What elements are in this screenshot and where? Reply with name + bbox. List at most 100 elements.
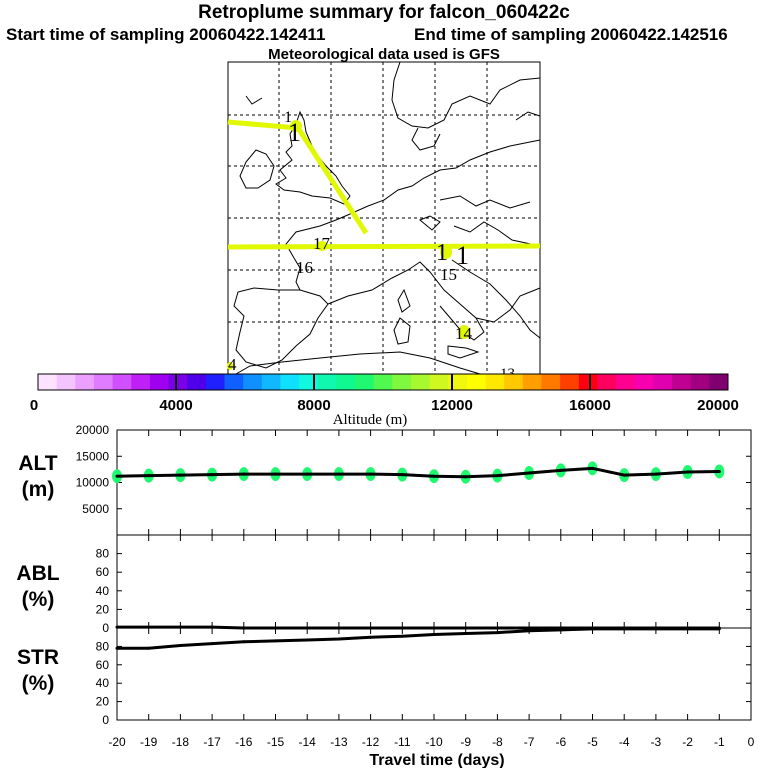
x-tick-label: -9 [460,735,471,749]
colorbar-cell [112,374,132,390]
x-tick-label: -12 [362,735,380,749]
abl-ytick-label: 0 [102,621,109,635]
alt-data-point [274,472,277,476]
colorbar-cell [168,374,188,390]
str-data-point [147,646,151,650]
abl-ytick-label: 20 [96,602,110,616]
colorbar-cell [75,374,95,390]
alt-data-point [559,468,563,472]
colorbar-cell [355,374,375,390]
map-day-labels: 1 1 17 16 1 1 15 14 4 13 [228,109,515,382]
colorbar-cell [317,374,337,390]
alt-data-point [115,474,119,478]
abl-data-point [178,625,182,629]
abl-data-point [147,625,151,629]
map-label-day: 1 [436,240,448,266]
map-label-day: 16 [296,258,313,277]
alt-ytick-label: 5000 [82,502,109,516]
colorbar-cell [280,374,300,390]
meteorological-data-note: Meteorological data used is GFS [268,46,500,63]
alt-data-point [178,473,182,477]
x-tick-label: -20 [108,735,126,749]
x-tick-label: -7 [524,735,535,749]
alt-series-line [116,466,720,479]
colorbar-cell [466,374,487,390]
map-label-day: 15 [440,265,457,284]
map-label-day: 1 [284,109,292,126]
x-tick-label: -14 [299,735,317,749]
abl-ytick-label: 40 [96,584,110,598]
x-tick-label: 0 [748,735,755,749]
colorbar-cell [336,374,356,390]
colorbar-cell [224,374,244,390]
str-data-point [622,627,626,631]
alt-data-point [622,473,626,477]
map-label-day: 4 [228,355,237,374]
x-tick-label: -2 [682,735,693,749]
colorbar-cell [261,374,281,390]
x-tick-label: -4 [619,735,630,749]
map-label-day: 17 [313,234,331,253]
str-data-point [654,627,658,631]
colorbar-cell [448,374,468,390]
alt-data-point [654,472,658,476]
str-data-point [400,634,404,638]
x-axis-label: Travel time (days) [369,752,504,768]
colorbar-title: Altitude (m) [333,412,408,428]
x-tick-label: -10 [425,735,443,749]
colorbar-cell [243,374,263,390]
alt-data-point [305,472,309,476]
colorbar-cell [93,374,114,390]
x-tick-label: -17 [203,735,221,749]
colorbar-tick-label: 16000 [569,397,611,414]
colorbar-tick-label: 4000 [159,397,192,414]
colorbar-tick-label: 0 [30,397,38,414]
colorbar-frame [37,373,729,391]
x-tick-label: -1 [714,735,725,749]
str-ytick-label: 80 [96,639,110,653]
colorbar-cell [149,374,170,390]
str-data-point [527,629,531,633]
colorbar-cell [690,374,710,390]
sampling-start-time: Start time of sampling 20060422.142411 [6,25,326,44]
alt-data-point [432,474,436,478]
colorbar-cell [205,374,225,390]
colorbar-cell [560,374,580,390]
str-data-point [559,628,563,632]
map-panel: 1 1 17 16 1 1 15 14 4 13 [227,61,541,382]
abl-label: ABL [16,562,59,585]
colorbar-cell [56,374,76,390]
alt-data-point [337,472,341,476]
str-ytick-label: 40 [96,676,110,690]
colorbar-cell [653,374,673,390]
colorbar-cell [522,374,543,390]
alt-data-point [527,471,531,475]
alt-data-point [400,473,404,477]
str-data-point [274,639,277,643]
colorbar-cell [634,374,654,390]
colorbar-tick-label: 12000 [431,397,473,414]
colorbar-cell [299,374,319,390]
x-tick-label: -3 [651,735,662,749]
str-series-line [117,627,720,650]
colorbar-cell [541,374,561,390]
x-tick-label: -19 [140,735,158,749]
map-gridlines [228,62,540,374]
str-data-point [464,632,468,636]
str-data-point [305,638,309,642]
abl-data-point [115,625,119,629]
colorbar-cell [672,374,692,390]
alt-ytick-label: 15000 [76,449,110,463]
alt-data-point [495,474,499,478]
time-series-panels: ALT(m)2000015000100005000ABL(%)806040200… [16,423,754,768]
colorbar-cell [187,374,207,390]
str-data-point [495,631,499,635]
alt-unit: (m) [22,478,55,501]
str-data-point [717,627,721,631]
alt-data-point [717,469,721,473]
alt-data-point [369,472,373,476]
alt-data-point [686,470,690,474]
alt-ytick-label: 20000 [76,423,110,437]
retroplume-trajectory [227,119,541,250]
